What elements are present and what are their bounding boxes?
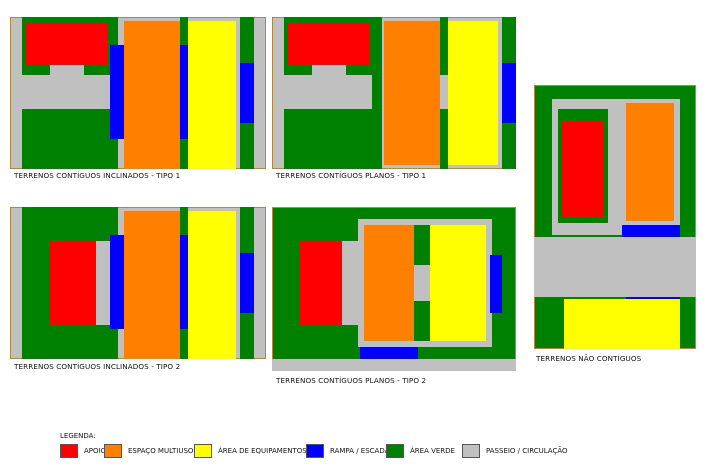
multiuse-block [364,225,414,341]
ramp-top [622,225,680,237]
legend-item-passeio-circulacao: PASSEIO / CIRCULAÇÃO [462,444,582,458]
ramp-edge [240,253,254,313]
support-block [288,23,370,65]
equipment-area [188,211,236,359]
panel-planos-tipo-2 [272,207,516,371]
equipment-area [448,21,498,165]
legend-swatch-orange [104,444,122,458]
multiuse-block [384,21,440,165]
green-strip [372,17,382,169]
street-circulation [272,359,516,371]
ramp-edge [502,63,516,123]
equipment-area [430,225,486,341]
caption-nao-contiguos: TERRENOS NÃO CONTÍGUOS [536,354,642,363]
street-circulation [534,237,696,297]
legend-item-area-verde: ÁREA VERDE [386,444,466,458]
ramp-edge [240,63,254,123]
circulation-gap [312,65,346,75]
caption-planos-tipo-2: TERRENOS CONTÍGUOS PLANOS - TIPO 2 [276,376,427,385]
support-block [562,121,604,217]
circulation-middle [414,265,430,301]
circulation-middle [440,75,448,109]
green-area-bottom-left [284,109,372,169]
caption-inclinados-tipo-2: TERRENOS CONTÍGUOS INCLINADOS - TIPO 2 [14,362,181,371]
circulation-gap [96,241,114,325]
legend-swatch-yellow [194,444,212,458]
panel-nao-contiguos [534,85,696,349]
support-block [50,241,96,325]
ramp-right [490,255,502,313]
caption-inclinados-tipo-1: TERRENOS CONTÍGUOS INCLINADOS - TIPO 1 [14,171,181,180]
legend-item-apoio: APOIO [60,444,120,458]
legend-swatch-gray [462,444,480,458]
legend-label-rampa-escada: RAMPA / ESCADA [330,447,390,455]
legend-label-area-equipamentos: ÁREA DE EQUIPAMENTOS [218,447,307,455]
equipment-area [564,299,680,349]
panel-inclinados-tipo-1 [10,17,266,169]
caption-planos-tipo-1: TERRENOS CONTÍGUOS PLANOS - TIPO 1 [276,171,427,180]
legend-item-rampa-escada: RAMPA / ESCADA [306,444,396,458]
legend-label-espaco-multiuso: ESPAÇO MULTIUSO [128,447,194,455]
circulation-gap [342,241,360,325]
equipment-area [188,21,236,169]
multiuse-block [626,103,674,221]
multiuse-block [124,21,180,169]
legend-label-apoio: APOIO [84,447,107,455]
legend-item-espaco-multiuso: ESPAÇO MULTIUSO [104,444,204,458]
legend-label-area-verde: ÁREA VERDE [410,447,455,455]
multiuse-block [124,211,180,359]
circulation-gap [50,65,84,75]
legend-swatch-blue [306,444,324,458]
legend-label-passeio-circulacao: PASSEIO / CIRCULAÇÃO [486,447,568,455]
panel-planos-tipo-1 [272,17,516,169]
panel-inclinados-tipo-2 [10,207,266,359]
ramp-left [110,45,128,139]
legend-swatch-red [60,444,78,458]
support-block [300,241,342,325]
green-area-bottom-left [22,109,110,169]
legend-swatch-green [386,444,404,458]
legend-item-area-equipamentos: ÁREA DE EQUIPAMENTOS [194,444,314,458]
ramp-bottom [360,347,418,359]
legend-title: LEGENDA: [60,432,96,440]
ramp-left [110,235,128,329]
support-block [26,23,108,65]
